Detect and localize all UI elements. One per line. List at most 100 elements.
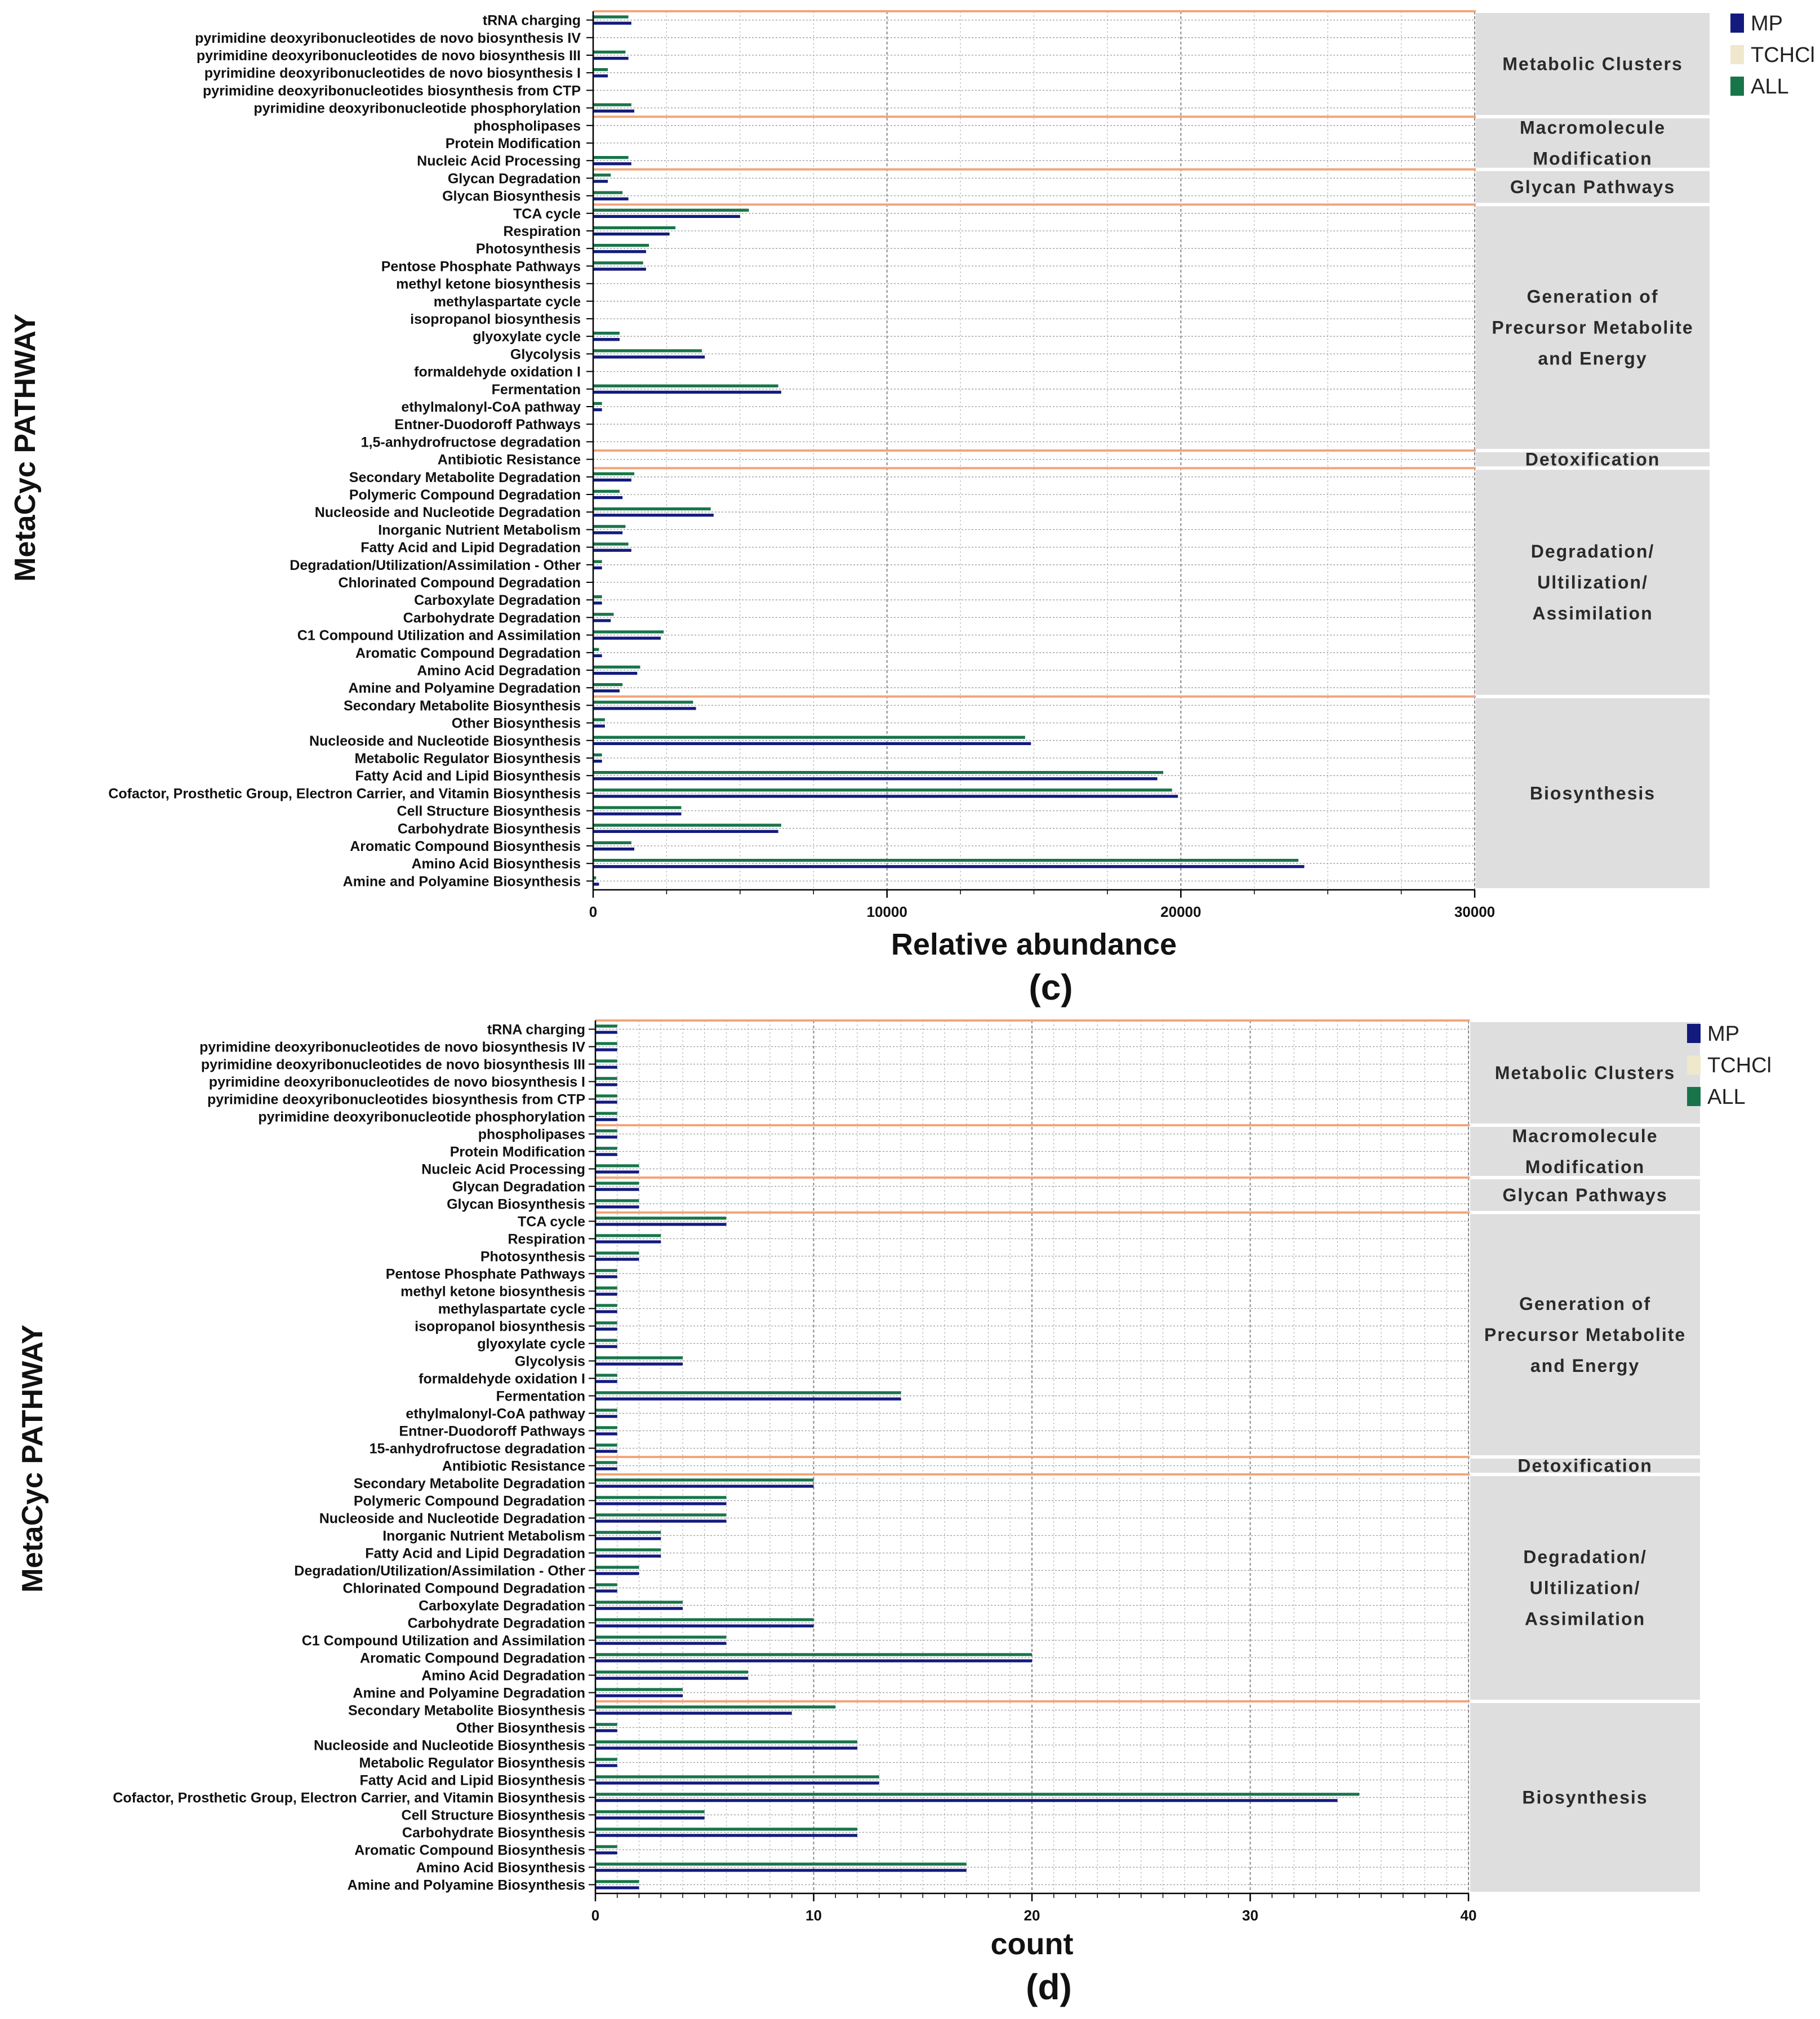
category-label: Glycolysis (510, 346, 581, 362)
bar-mp (593, 830, 778, 834)
bar-mp (593, 180, 608, 183)
bar-mp (595, 1799, 1338, 1802)
bar-all (595, 1024, 617, 1028)
group-box (1476, 206, 1710, 449)
bar-all (595, 1653, 1032, 1656)
x-tick-label: 30 (1242, 1907, 1258, 1924)
category-label: Pentose Phosphate Pathways (381, 258, 581, 274)
legend-swatch-mp (1687, 1024, 1701, 1043)
category-label: Nucleic Acid Processing (417, 153, 581, 169)
category-label: methyl ketone biosynthesis (396, 277, 581, 292)
bar-all (595, 1862, 967, 1866)
bar-mp (595, 1380, 617, 1383)
bar-all (593, 753, 602, 757)
bar-all (595, 1496, 727, 1499)
bar-mp (593, 724, 605, 728)
bar-all (595, 1356, 683, 1360)
category-label: Respiration (503, 224, 581, 239)
bar-mp (593, 689, 620, 693)
x-axis-title: count (991, 1927, 1074, 1961)
bar-all (593, 50, 626, 54)
bar-all (595, 1740, 857, 1744)
bar-all (593, 489, 620, 493)
category-label: Fatty Acid and Lipid Degradation (361, 540, 581, 556)
category-label: Other Biosynthesis (456, 1721, 585, 1736)
bar-mp (595, 1712, 792, 1715)
group-label: Macromolecule (1512, 1126, 1658, 1146)
group-label: Ultilization/ (1537, 572, 1648, 592)
bar-all (593, 736, 1025, 739)
category-label: pyrimidine deoxyribonucleotides de novo … (199, 1040, 585, 1055)
bar-mp (595, 1135, 617, 1139)
category-label: Degradation/Utilization/Assimilation - O… (294, 1563, 585, 1579)
bar-mp (595, 1886, 639, 1889)
bar-mp (593, 795, 1178, 798)
category-label: pyrimidine deoxyribonucleotide phosphory… (253, 101, 581, 117)
category-label: formaldehyde oxidation I (414, 364, 581, 380)
bar-mp (595, 1519, 727, 1523)
category-label: pyrimidine deoxyribonucleotides de novo … (197, 48, 581, 64)
bar-all (595, 1199, 639, 1202)
bar-mp (595, 1118, 617, 1121)
bar-all (593, 788, 1172, 792)
bar-all (595, 1129, 617, 1133)
bar-mp (593, 707, 696, 710)
bar-mp (595, 1205, 639, 1209)
group-box (1476, 452, 1710, 467)
bar-all (595, 1635, 727, 1639)
group-label: Modification (1533, 149, 1652, 169)
x-tick-label: 20000 (1160, 903, 1201, 920)
legend-swatch-tchcl (1730, 45, 1744, 64)
category-label: pyrimidine deoxyribonucleotides de novo … (195, 30, 581, 46)
bar-all (595, 1077, 617, 1080)
category-label: Protein Modification (450, 1144, 585, 1160)
bar-all (593, 155, 629, 159)
bar-all (595, 1304, 617, 1307)
x-axis-title: Relative abundance (891, 928, 1177, 961)
bar-mp (595, 1694, 683, 1697)
bar-all (595, 1670, 749, 1674)
bar-all (593, 68, 608, 72)
category-label: Entner-Duodoroff Pathways (394, 417, 581, 433)
x-tick-label: 20 (1024, 1907, 1040, 1924)
bar-all (595, 1391, 901, 1394)
category-label: Glycan Degradation (448, 171, 581, 186)
bar-all (595, 1164, 639, 1167)
category-label: Glycolysis (515, 1354, 585, 1370)
bar-all (595, 1182, 639, 1185)
category-label: phospholipases (478, 1127, 585, 1143)
bar-all (593, 243, 649, 247)
bar-all (595, 1688, 683, 1691)
category-label: Glycan Biosynthesis (447, 1197, 585, 1213)
bar-mp (595, 1851, 617, 1855)
bar-all (593, 770, 1164, 774)
category-label: Nucleoside and Nucleotide Biosynthesis (309, 733, 581, 749)
bar-mp (595, 1223, 727, 1226)
bar-all (593, 648, 599, 651)
bar-all (593, 349, 702, 353)
bar-all (595, 1705, 836, 1709)
category-label: Nucleoside and Nucleotide Degradation (319, 1511, 585, 1527)
category-label: TCA cycle (518, 1214, 585, 1230)
x-tick-label: 40 (1461, 1907, 1477, 1924)
bar-mp (595, 1432, 617, 1436)
group-box (1470, 1476, 1700, 1700)
bar-mp (593, 636, 661, 640)
bar-all (593, 665, 640, 669)
bar-all (595, 1775, 879, 1779)
category-label: ethylmalonyl-CoA pathway (406, 1406, 585, 1422)
bar-mp (593, 865, 1305, 868)
bar-mp (595, 1764, 617, 1767)
category-label: Pentose Phosphate Pathways (386, 1267, 585, 1282)
legend-label: ALL (1707, 1085, 1746, 1109)
chart-panel-d: Metabolic Clusters Macromolecule Modificat… (16, 1019, 1772, 2007)
bar-all (593, 613, 614, 616)
bar-all (593, 384, 778, 387)
category-label: pyrimidine deoxyribonucleotides de novo … (201, 1057, 585, 1073)
bar-all (595, 1443, 617, 1447)
bar-mp (595, 1258, 639, 1261)
bar-mp (595, 1415, 617, 1418)
bar-all (593, 261, 643, 265)
bar-mp (593, 109, 635, 113)
bar-mp (595, 1450, 617, 1453)
